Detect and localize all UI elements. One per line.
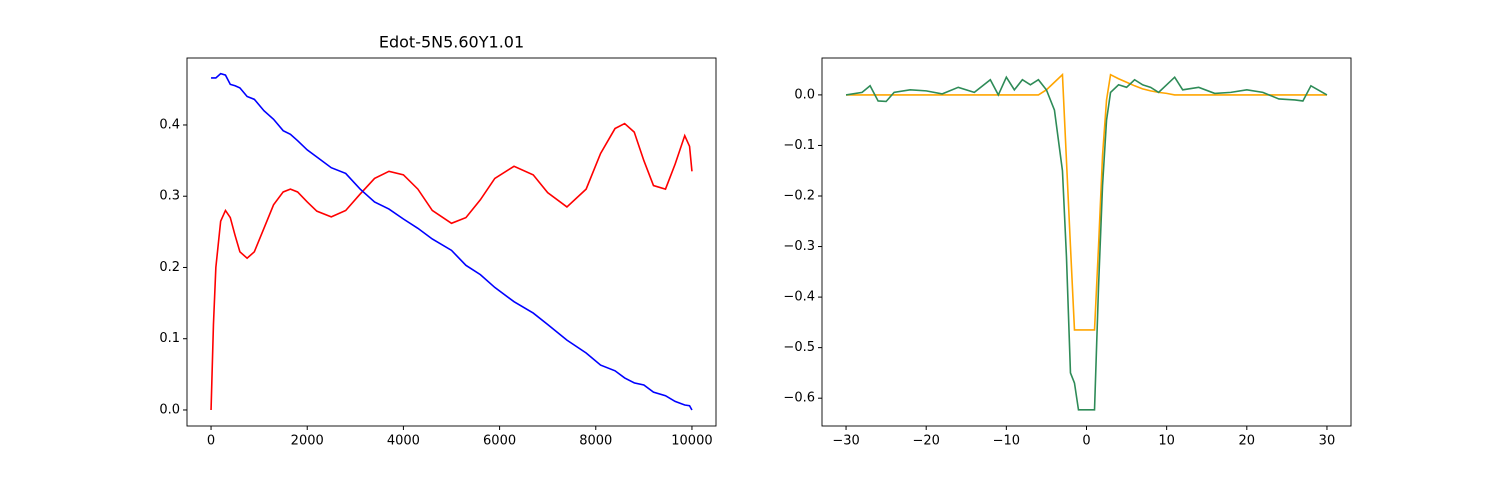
x-tick-label: −30 xyxy=(832,434,859,449)
x-tick-label: 10000 xyxy=(671,434,712,449)
x-tick-label: 8000 xyxy=(579,434,612,449)
x-tick-label: −10 xyxy=(993,434,1020,449)
x-tick-label: 30 xyxy=(1319,434,1336,449)
x-tick-label: −20 xyxy=(912,434,939,449)
x-tick-label: 6000 xyxy=(483,434,516,449)
axes-frame xyxy=(821,57,1352,427)
chart-title: Edot-5N5.60Y1.01 xyxy=(379,33,524,52)
y-tick-label: 0.2 xyxy=(159,260,180,275)
x-tick-label: 0 xyxy=(207,434,215,449)
x-tick-label: 10 xyxy=(1158,434,1175,449)
x-tick-label: 4000 xyxy=(387,434,420,449)
x-tick-label: 0 xyxy=(1082,434,1090,449)
axes-frame xyxy=(186,57,717,427)
y-tick-label: −0.6 xyxy=(783,391,815,406)
data-line xyxy=(210,122,693,410)
y-tick-label: 0.0 xyxy=(794,87,815,102)
x-tick-label: 2000 xyxy=(291,434,324,449)
y-tick-label: −0.5 xyxy=(783,340,815,355)
y-tick-label: 0.4 xyxy=(159,117,180,132)
data-line xyxy=(846,72,1327,331)
y-tick-label: 0.0 xyxy=(159,402,180,417)
y-tick-label: −0.2 xyxy=(783,189,815,204)
y-tick-label: 0.1 xyxy=(159,331,180,346)
data-line xyxy=(211,72,693,411)
data-line xyxy=(845,75,1328,411)
x-tick-label: 20 xyxy=(1239,434,1256,449)
y-tick-label: −0.3 xyxy=(783,239,815,254)
y-tick-label: −0.4 xyxy=(783,290,815,305)
y-tick-label: 0.3 xyxy=(159,189,180,204)
y-tick-label: −0.1 xyxy=(783,138,815,153)
